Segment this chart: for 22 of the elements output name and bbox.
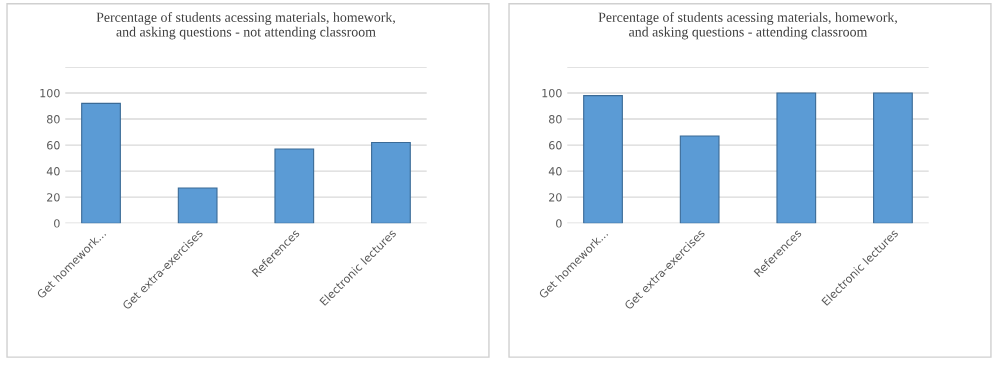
y-tick-label: 80	[47, 115, 60, 124]
bar	[274, 148, 315, 224]
y-tick-label: 20	[47, 193, 60, 202]
y-tick-label: 0	[54, 219, 60, 228]
bar	[371, 141, 411, 224]
bar	[583, 95, 623, 224]
y-tick-label: 60	[549, 141, 562, 150]
bar	[81, 102, 121, 224]
y-tick-label: 0	[556, 219, 562, 228]
chart-title: Percentage of students acessing materials, homework, and asking questions - attending classroom	[598, 12, 897, 40]
bar	[776, 92, 817, 224]
y-tick-label: 60	[47, 141, 60, 150]
y-tick-label: 80	[549, 115, 562, 124]
y-tick-label: 40	[46, 167, 60, 176]
y-tick-label: 20	[549, 193, 562, 202]
bar	[177, 187, 218, 224]
y-tick-label: 100	[542, 88, 562, 98]
bar	[679, 135, 720, 224]
y-tick-label: 100	[40, 88, 60, 98]
chart-title: Percentage of students acessing materials, homework, and asking questions - not attending classroom	[96, 12, 395, 40]
bar	[873, 92, 913, 224]
y-tick-label: 40	[548, 167, 562, 176]
